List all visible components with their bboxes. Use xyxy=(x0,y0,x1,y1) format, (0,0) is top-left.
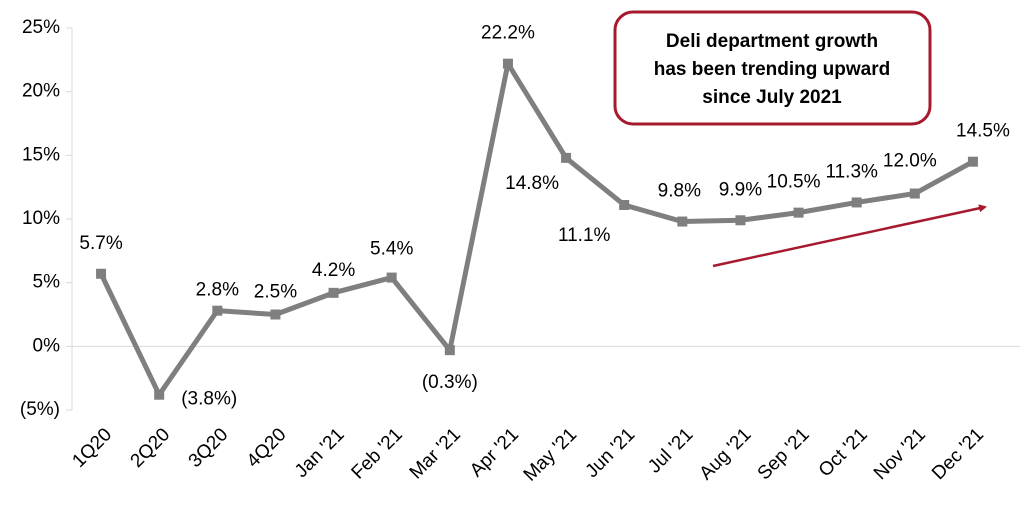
x-tick-label: 1Q20 xyxy=(68,424,116,472)
point-marker xyxy=(328,287,339,298)
data-label: 9.8% xyxy=(658,181,701,202)
y-tick-label: (5%) xyxy=(20,399,60,420)
data-label: 11.1% xyxy=(558,225,611,246)
point-marker xyxy=(967,156,978,167)
point-marker xyxy=(502,58,513,69)
point-marker xyxy=(270,309,281,320)
data-label: 14.5% xyxy=(956,121,1010,142)
point-marker xyxy=(561,152,572,163)
data-label: 11.3% xyxy=(825,161,878,182)
data-label: 2.5% xyxy=(254,282,297,303)
data-label: 5.4% xyxy=(370,239,413,260)
annotation-line: since July 2021 xyxy=(702,87,842,108)
x-tick-label: Oct '21 xyxy=(815,424,872,481)
data-label: 2.8% xyxy=(196,280,239,301)
y-tick-label: 0% xyxy=(33,335,61,356)
point-marker xyxy=(677,216,688,227)
point-marker xyxy=(735,215,746,226)
x-tick-label: Feb '21 xyxy=(348,424,407,483)
y-tick-label: 5% xyxy=(33,272,61,293)
x-tick-label: 2Q20 xyxy=(127,424,175,472)
point-marker xyxy=(851,197,862,208)
data-label: 14.8% xyxy=(505,173,559,194)
point-marker xyxy=(96,268,107,279)
x-tick-label: Apr '21 xyxy=(466,424,523,481)
data-label: 5.7% xyxy=(79,233,122,254)
point-marker xyxy=(793,207,804,218)
y-tick-label: 10% xyxy=(22,208,60,229)
data-label: 12.0% xyxy=(883,151,937,172)
data-label: 9.9% xyxy=(719,179,762,200)
x-tick-label: 3Q20 xyxy=(185,424,233,472)
x-tick-label: Sep '21 xyxy=(754,424,814,484)
annotation-line: has been trending upward xyxy=(654,59,890,80)
x-tick-label: Dec '21 xyxy=(928,424,988,484)
y-tick-label: 15% xyxy=(22,144,60,165)
x-tick-label: Aug '21 xyxy=(696,424,756,484)
x-tick-label: Jan '21 xyxy=(291,424,349,482)
annotation-box xyxy=(613,10,932,126)
x-tick-label: May '21 xyxy=(520,424,581,485)
series-line xyxy=(98,61,975,398)
data-label: (3.8%) xyxy=(181,389,237,410)
data-label: 4.2% xyxy=(312,260,355,281)
point-marker xyxy=(909,188,920,199)
point-marker xyxy=(444,345,455,356)
y-tick-label: 25% xyxy=(22,17,60,38)
point-marker xyxy=(386,272,397,283)
x-tick-label: 4Q20 xyxy=(243,424,291,472)
x-tick-label: Mar '21 xyxy=(406,424,465,483)
data-label: 10.5% xyxy=(767,172,821,193)
x-tick-label: Jun '21 xyxy=(582,424,640,482)
x-tick-label: Jul '21 xyxy=(644,424,697,477)
annotation-line: Deli department growth xyxy=(666,31,878,52)
point-marker xyxy=(212,305,223,316)
data-label: (0.3%) xyxy=(422,372,478,393)
point-marker xyxy=(154,389,165,400)
y-tick-label: 20% xyxy=(22,81,60,102)
x-tick-label: Nov '21 xyxy=(870,424,930,484)
trend-arrow xyxy=(712,204,987,268)
point-marker xyxy=(619,199,630,210)
data-label: 22.2% xyxy=(481,23,535,44)
